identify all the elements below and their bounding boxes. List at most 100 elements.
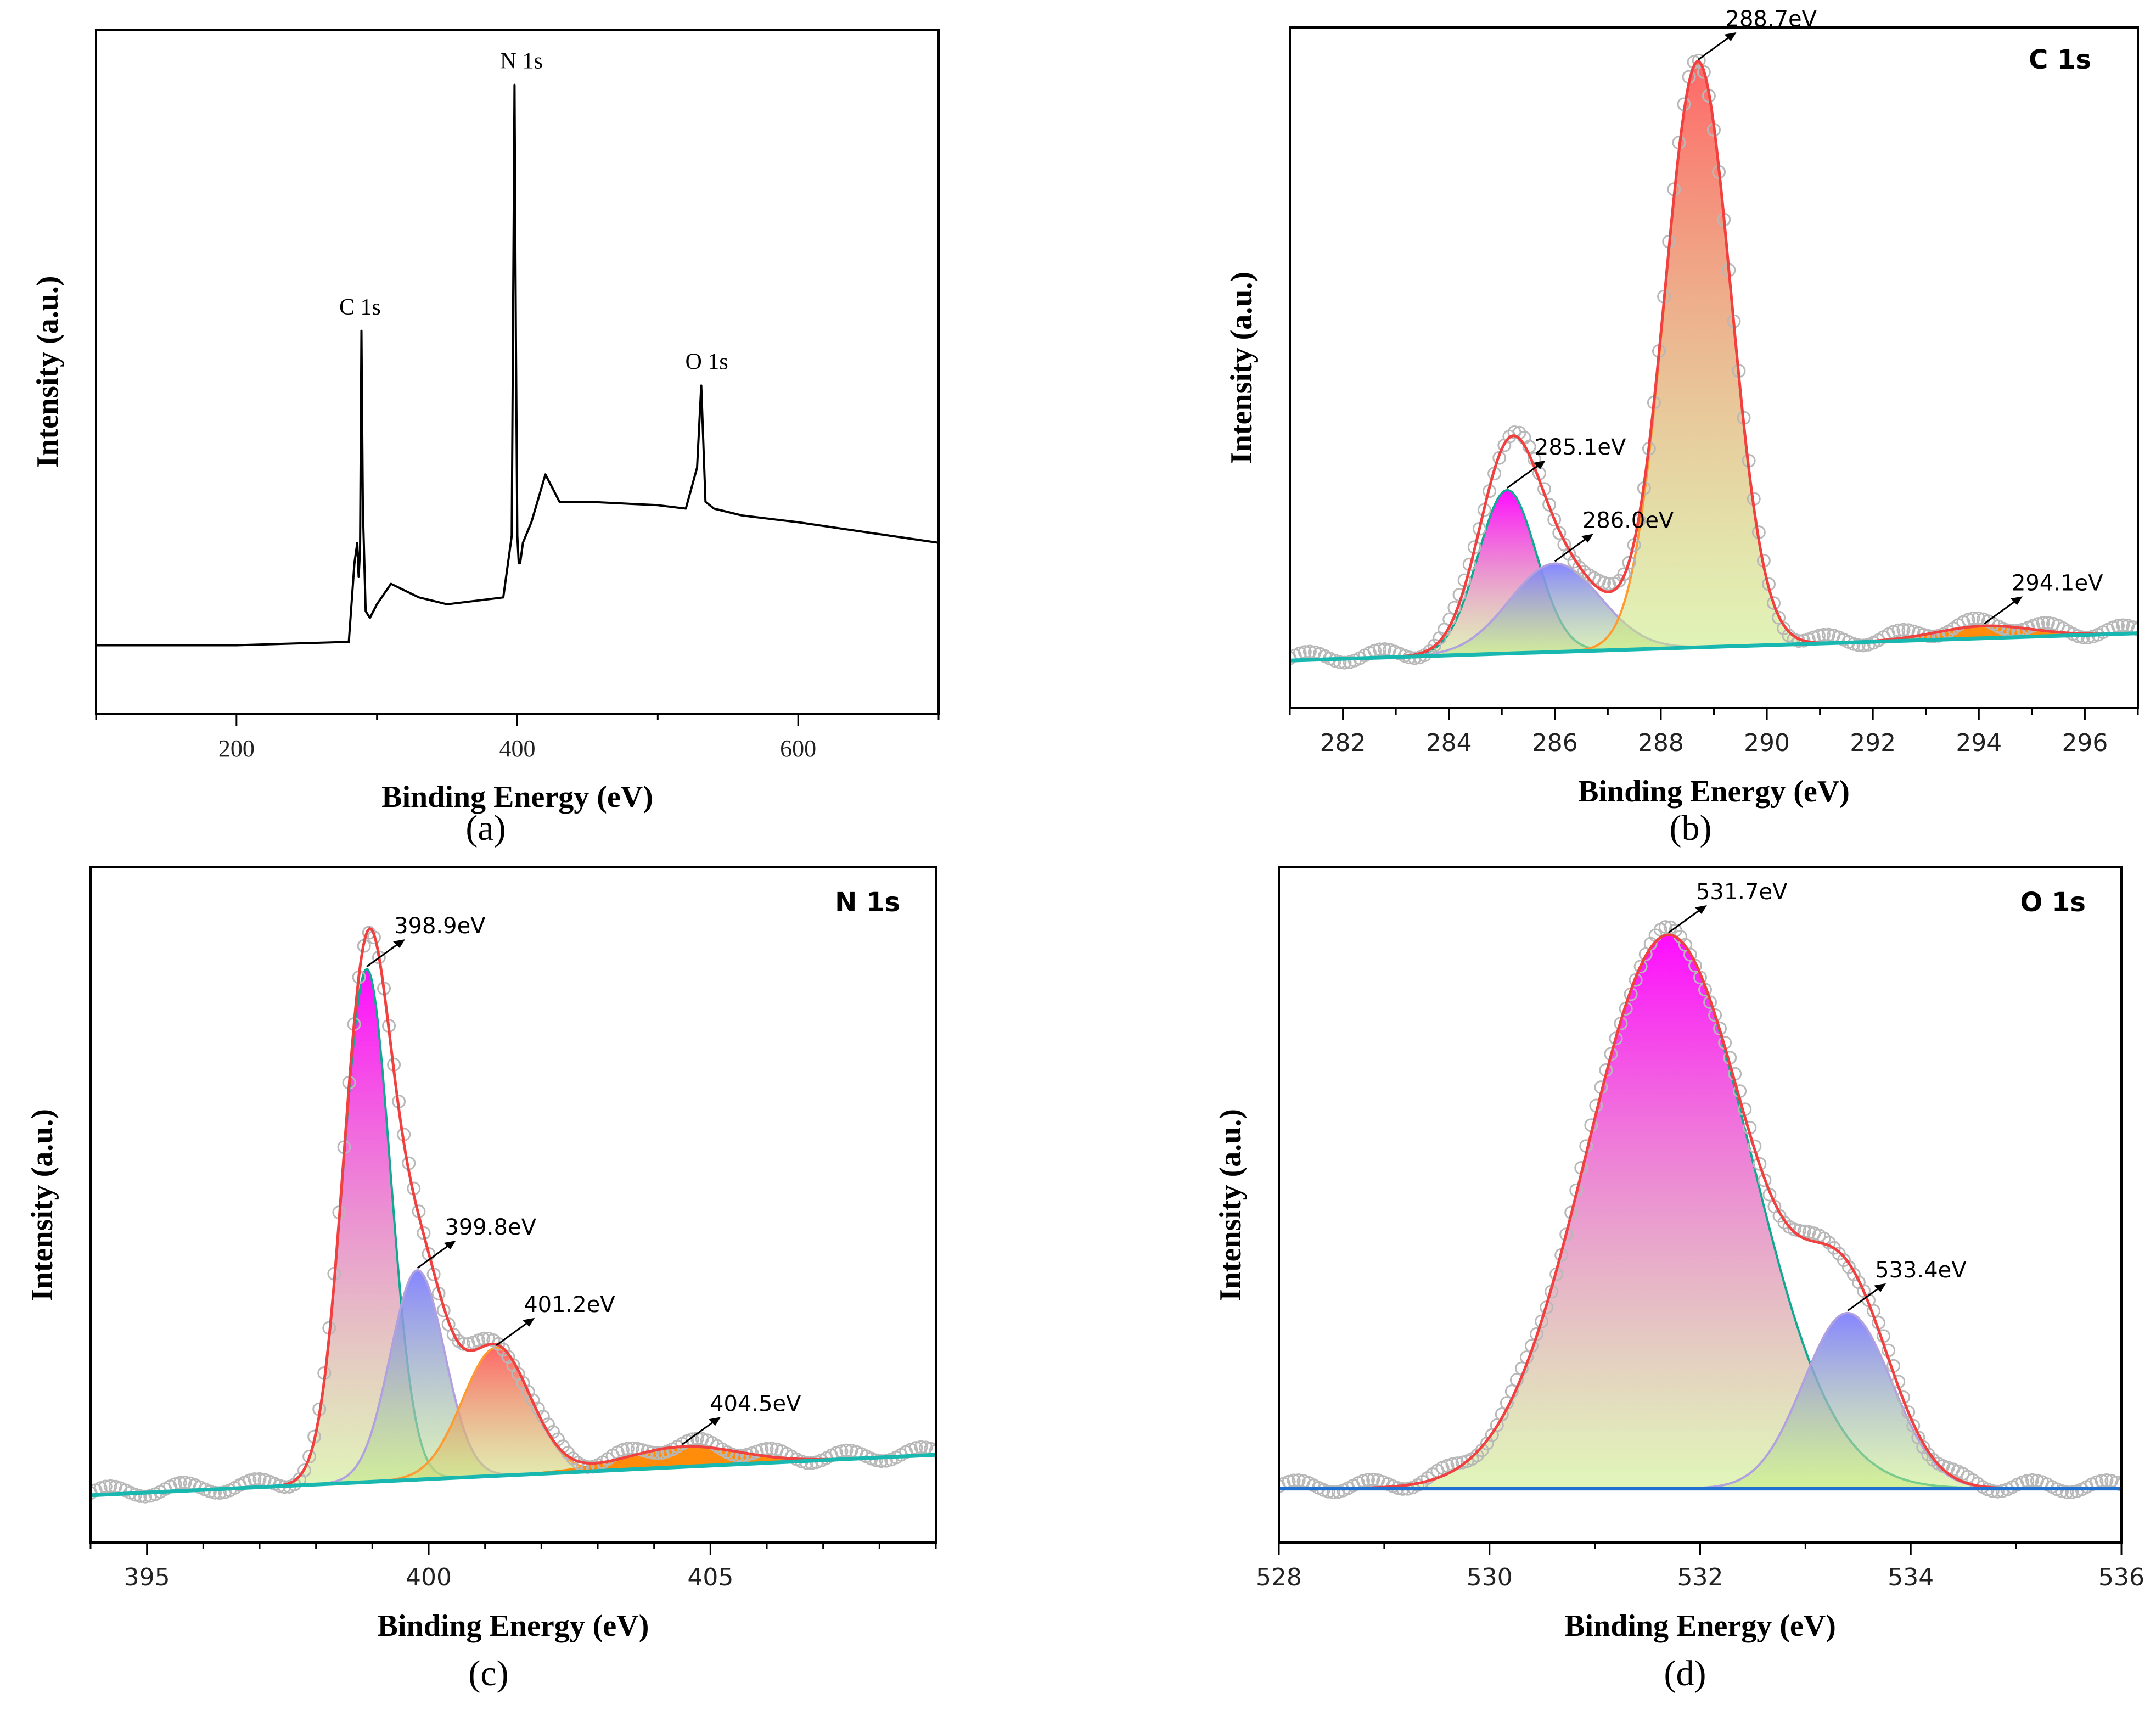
y-axis-label: Intensity (a.u.) <box>31 276 65 468</box>
x-axis-label: Binding Energy (eV) <box>1564 1609 1836 1643</box>
raw-data-point <box>103 1479 117 1493</box>
raw-data-point <box>1302 644 1317 659</box>
panel-c: 398.9eV 399.8eV 401.2eV 404.5eV 395 400 405 Bin… <box>25 866 937 1693</box>
peak-fill-288.7eV <box>1290 62 2138 661</box>
raw-data-point <box>1490 1418 1504 1432</box>
peak-label: 294.1eV <box>2012 570 2103 596</box>
raw-data-point <box>133 1489 148 1503</box>
x-tick-label: 532 <box>1677 1563 1723 1591</box>
peak-fill-404.5eV <box>91 1446 936 1495</box>
x-axis-label: Binding Energy (eV) <box>1578 775 1850 809</box>
y-axis-label: Intensity (a.u.) <box>1225 272 1259 464</box>
raw-data-point <box>1961 613 1975 627</box>
raw-data-point <box>1547 513 1562 527</box>
x-tick-label: 288 <box>1638 729 1684 757</box>
x-tick-label: 405 <box>687 1563 733 1591</box>
peak-arrow-head <box>393 939 406 948</box>
raw-data-point <box>1542 497 1557 512</box>
raw-data-point <box>1777 1215 1792 1230</box>
raw-data-point <box>456 1337 470 1351</box>
raw-data-point <box>1361 1473 1375 1487</box>
peak-arrow <box>1554 536 1590 562</box>
raw-data-point <box>1990 1484 2005 1499</box>
raw-data-point <box>476 1332 491 1346</box>
raw-data-point <box>2076 630 2090 644</box>
raw-data-point <box>1688 958 1702 973</box>
peak-arrow-head <box>443 1241 456 1250</box>
raw-data-point <box>1287 1473 1301 1488</box>
peak-arrow-head <box>1724 32 1737 41</box>
peak-label: 286.0eV <box>1582 508 1674 534</box>
raw-data-point <box>1617 567 1631 581</box>
peak-fill-531.7eV <box>1279 935 2121 1489</box>
peak-label: 531.7eV <box>1696 879 1788 905</box>
raw-data-point <box>1906 1418 1921 1433</box>
x-tick-label: 528 <box>1256 1563 1302 1591</box>
raw-data-point <box>2055 1484 2069 1498</box>
raw-data-point <box>1535 1314 1549 1328</box>
x-tick-label: 294 <box>1956 729 2002 757</box>
peak-arrow <box>682 1419 717 1445</box>
raw-data-point <box>1708 1008 1722 1022</box>
raw-data-point <box>2060 1485 2074 1499</box>
peak-arrow-head <box>709 1417 721 1426</box>
y-axis-label: Intensity (a.u.) <box>1214 1109 1248 1301</box>
panel-caption: (d) <box>1664 1653 1706 1693</box>
x-tick-label: 282 <box>1320 729 1366 757</box>
x-tick-label: 395 <box>124 1563 170 1591</box>
peak-label: 533.4eV <box>1875 1258 1967 1283</box>
peak-label: 404.5eV <box>710 1391 801 1416</box>
x-tick-label: 296 <box>2062 729 2108 757</box>
raw-data-point <box>1692 53 1706 68</box>
panel-caption: (b) <box>1670 808 1712 848</box>
peak-arrow <box>417 1242 452 1269</box>
envelope-line <box>1279 933 2121 1490</box>
raw-data-point <box>2111 619 2125 633</box>
raw-data-point <box>1985 1484 2000 1498</box>
raw-data-point <box>765 1442 779 1456</box>
raw-data-point <box>208 1485 222 1500</box>
raw-data-point <box>1633 960 1648 974</box>
raw-data-point <box>1767 596 1781 610</box>
raw-data-point <box>1552 526 1567 540</box>
raw-data-point <box>362 926 376 940</box>
raw-data-point <box>1971 611 1985 625</box>
raw-data-point <box>1475 1443 1489 1457</box>
panel-title: C 1s <box>2029 44 2091 75</box>
raw-data-point <box>1777 621 1791 636</box>
x-axis-label: Binding Energy (eV) <box>381 780 653 814</box>
x-tick-label: 536 <box>2098 1563 2144 1591</box>
y-axis-label: Intensity (a.u.) <box>25 1109 59 1301</box>
raw-data-point <box>1856 638 1871 653</box>
raw-data-point <box>914 1440 928 1454</box>
raw-data-point <box>834 1444 849 1459</box>
peak-arrow <box>1847 1285 1883 1312</box>
peak-label: 401.2eV <box>524 1292 615 1317</box>
raw-data-point <box>1597 576 1612 590</box>
raw-data-point <box>302 1449 317 1463</box>
raw-data-point <box>650 1446 665 1460</box>
x-axis-d: 528 530 532 534 536 <box>1256 1543 2144 1591</box>
x-axis-b: 282 284 286 288 290 292 294 296 <box>1289 708 2139 757</box>
raw-data-point <box>1697 65 1711 79</box>
raw-data-point <box>1609 1031 1623 1046</box>
plot-frame <box>89 866 937 1544</box>
raw-data-point <box>1428 638 1442 653</box>
plot-area-c <box>91 926 936 1504</box>
envelope-line <box>1290 60 2138 662</box>
panel-title: O 1s <box>2020 887 2086 918</box>
peak-arrow <box>1697 34 1733 61</box>
x-tick-label: 530 <box>1467 1563 1513 1591</box>
raw-data-point <box>2131 623 2138 636</box>
peak-arrow <box>1984 598 2019 625</box>
raw-data-point <box>1822 627 1835 642</box>
peak-fill-401.2eV <box>91 1347 936 1495</box>
peak-arrow <box>366 941 401 968</box>
raw-data-point <box>805 1456 818 1470</box>
x-axis-label: Binding Energy (eV) <box>378 1609 649 1643</box>
raw-data-point <box>2041 616 2055 630</box>
raw-data-point <box>252 1472 267 1486</box>
raw-data-point <box>615 1443 630 1457</box>
raw-data-point <box>1298 645 1312 659</box>
